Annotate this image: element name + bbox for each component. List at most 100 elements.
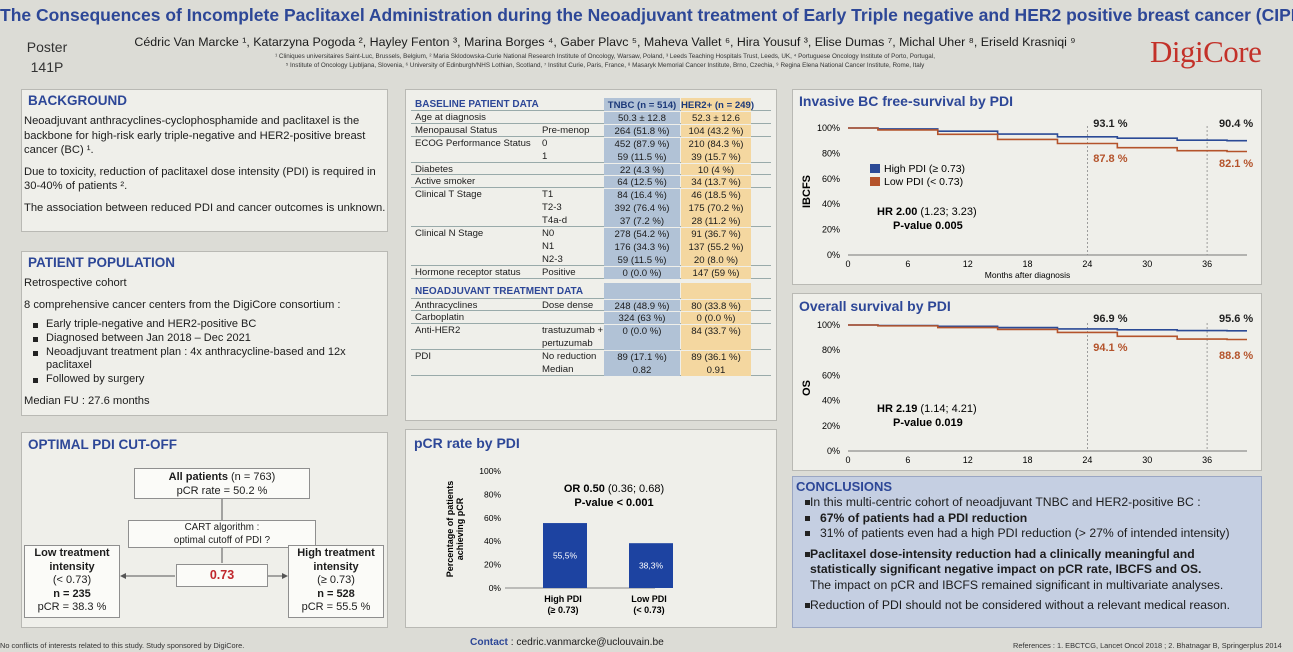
row-label: PDI <box>415 351 431 363</box>
tnbc-value: 176 (34.3 %) <box>604 240 680 254</box>
km-curve-high-pdi <box>848 127 1247 142</box>
km-ytick: 40% <box>822 199 840 209</box>
row-sublabel: 0 <box>542 137 548 149</box>
population-panel: PATIENT POPULATION Retrospective cohort … <box>21 251 388 416</box>
table-row: Menopausal Status Pre-menop 264 (51.8 %) 10… <box>411 124 771 137</box>
km-annotation: 96.9 % <box>1093 313 1127 325</box>
row-label: Clinical T Stage <box>415 189 482 201</box>
cutoff-tree-lines <box>120 499 288 579</box>
table-row: Hormone receptor status Positive 0 (0.0 %)… <box>411 266 771 279</box>
row-label: Carboplatin <box>415 312 465 324</box>
pcr-heading: pCR rate by PDI <box>414 435 520 451</box>
her2-value: 0 (0.0 %) <box>681 312 751 324</box>
tnbc-value: 37 (7.2 %) <box>604 215 680 227</box>
her2-value: 89 (36.1 %) <box>681 351 751 365</box>
km-pvalue: P-value 0.005 <box>893 220 963 232</box>
cutoff-heading: OPTIMAL PDI CUT-OFF <box>28 437 177 452</box>
km-ytick: 100% <box>817 123 840 133</box>
km-xtick: 36 <box>1202 455 1212 465</box>
km-ytick: 60% <box>822 370 840 380</box>
km-annotation: 87.8 % <box>1093 153 1127 165</box>
km-ytick: 60% <box>822 174 840 184</box>
high-threshold: (≥ 0.73) <box>317 574 355 586</box>
table-row: Active smoker 64 (12.5 %) 34 (13.7 %) <box>411 175 771 188</box>
tnbc-value: 59 (11.5 %) <box>604 150 680 163</box>
conclusion-1: In this multi-centric cohort of neoadjuv… <box>796 495 1260 511</box>
her2-value: 0.91 <box>681 364 751 376</box>
km-ytick: 40% <box>822 396 840 406</box>
pcr-ylabel-1: Percentage of patients <box>445 481 455 578</box>
km-annotation: 88.8 % <box>1219 350 1253 362</box>
background-text: Neoadjuvant anthracyclines-cyclophospham… <box>24 114 386 215</box>
km-pvalue: P-value 0.019 <box>893 417 963 429</box>
km-ytick: 80% <box>822 148 840 158</box>
pcr-bar-chart: Percentage of patients achieving pCR 100% 8… <box>445 466 673 615</box>
row-sublabel: T2-3 <box>542 202 562 214</box>
km-ylabel: OS <box>801 380 813 396</box>
table-row: T4a-d 37 (7.2 %) 28 (11.2 %) <box>411 214 771 227</box>
km-curve-low-pdi <box>848 324 1247 341</box>
km-xtick: 18 <box>1023 455 1033 465</box>
all-patients-label: All patients <box>168 471 228 483</box>
table-row: pertuzumab <box>411 337 771 351</box>
tnbc-value: 84 (16.4 %) <box>604 189 680 203</box>
high-pcr: pCR = 55.5 % <box>301 601 371 613</box>
her2-value: 137 (55.2 %) <box>681 240 751 254</box>
row-label: Diabetes <box>415 163 453 175</box>
pcr-bar <box>543 523 587 588</box>
tnbc-header: TNBC (n = 514) <box>604 98 680 111</box>
baseline-rows: Age at diagnosis 50.3 ± 12.8 52.3 ± 12.6 Me… <box>411 111 771 279</box>
legend-label: Low PDI (< 0.73) <box>884 176 963 188</box>
km-ytick: 80% <box>822 345 840 355</box>
table-row: Clinical T Stage T1 84 (16.4 %) 46 (18.5 %) <box>411 188 771 203</box>
row-sublabel: N2-3 <box>542 253 563 265</box>
pcr-ytick: 20% <box>484 560 501 570</box>
conclusion-2b: The impact on pCR and IBCFS remained sig… <box>810 577 1224 592</box>
her2-value: 91 (36.7 %) <box>681 228 751 241</box>
row-label: Anti-HER2 <box>415 325 461 337</box>
list-item: Diagnosed between Jan 2018 – Dec 2021 <box>24 332 384 346</box>
tnbc-value: 278 (54.2 %) <box>604 228 680 241</box>
poster-title: The Consequences of Incomplete Paclitaxe… <box>0 5 1293 25</box>
ibcfs-panel: Invasive BC free-survival by PDI <box>792 89 1262 285</box>
tnbc-value: 64 (12.5 %) <box>604 176 680 188</box>
tnbc-value: 452 (87.9 %) <box>604 137 680 151</box>
row-sublabel: T4a-d <box>542 215 568 227</box>
km-ylabel: IBCFS <box>801 175 813 208</box>
km-xtick: 6 <box>905 259 910 269</box>
contact: Contact : cedric.vanmarcke@uclouvain.be <box>470 637 664 648</box>
table-row: Carboplatin 324 (63 %) 0 (0.0 %) <box>411 311 771 324</box>
pcr-bar-label: 55,5% <box>553 551 578 561</box>
low-pcr: pCR = 38.3 % <box>37 601 107 613</box>
conclusions-heading: CONCLUSIONS <box>796 479 893 494</box>
pcr-odds-ratio: OR 0.50 (0.36; 0.68) <box>564 483 664 495</box>
table-row: Anthracyclines Dose dense 248 (48.9 %) 80 (… <box>411 299 771 312</box>
tnbc-value: 248 (48.9 %) <box>604 299 680 312</box>
os-chart: 0% 20% 40% 60% 80% 100% 0 6 12 18 24 30 36 OS 96.9 % 95… <box>801 313 1253 465</box>
tnbc-value: 50.3 ± 12.8 <box>604 112 680 124</box>
km-annotation: 90.4 % <box>1219 118 1253 130</box>
pcr-panel: pCR rate by PDI <box>405 429 777 628</box>
row-label: Active smoker <box>415 176 476 188</box>
row-sublabel: No reduction <box>542 351 597 363</box>
pcr-bar-label: 38,3% <box>639 561 664 571</box>
list-item: Early triple-negative and HER2-positive … <box>24 318 384 332</box>
her2-value: 80 (33.8 %) <box>681 299 751 312</box>
tnbc-value: 0 (0.0 %) <box>604 325 680 339</box>
pcr-ytick: 80% <box>484 489 501 499</box>
row-sublabel: 1 <box>542 150 548 162</box>
pcr-ylabel-2: achieving pCR <box>455 497 465 560</box>
author-list: Cédric Van Marcke ¹, Katarzyna Pogoda ²,… <box>134 35 1076 49</box>
her2-value <box>681 338 751 351</box>
table-row: Diabetes 22 (4.3 %) 10 (4 %) <box>411 163 771 176</box>
ibcfs-chart: 0% 20% 40% 60% 80% 100% 0 6 12 18 24 30 36 IBCFS Month… <box>801 118 1253 280</box>
km-xlabel: Months after diagnosis <box>985 270 1071 280</box>
all-patients-pcr: pCR rate = 50.2 % <box>176 484 268 497</box>
km-xtick: 12 <box>963 259 973 269</box>
table-row: N1 176 (34.3 %) 137 (55.2 %) <box>411 240 771 254</box>
km-xtick: 24 <box>1082 259 1092 269</box>
table-row: Anti-HER2 trastuzumab +0 (0.0 %) 84 (33.7 … <box>411 324 771 339</box>
high-intensity-box: High treatment intensity (≥ 0.73) n = 52… <box>288 545 384 618</box>
digicore-logo: DigiCore <box>1150 34 1262 69</box>
baseline-heading: BASELINE PATIENT DATA <box>415 99 539 110</box>
